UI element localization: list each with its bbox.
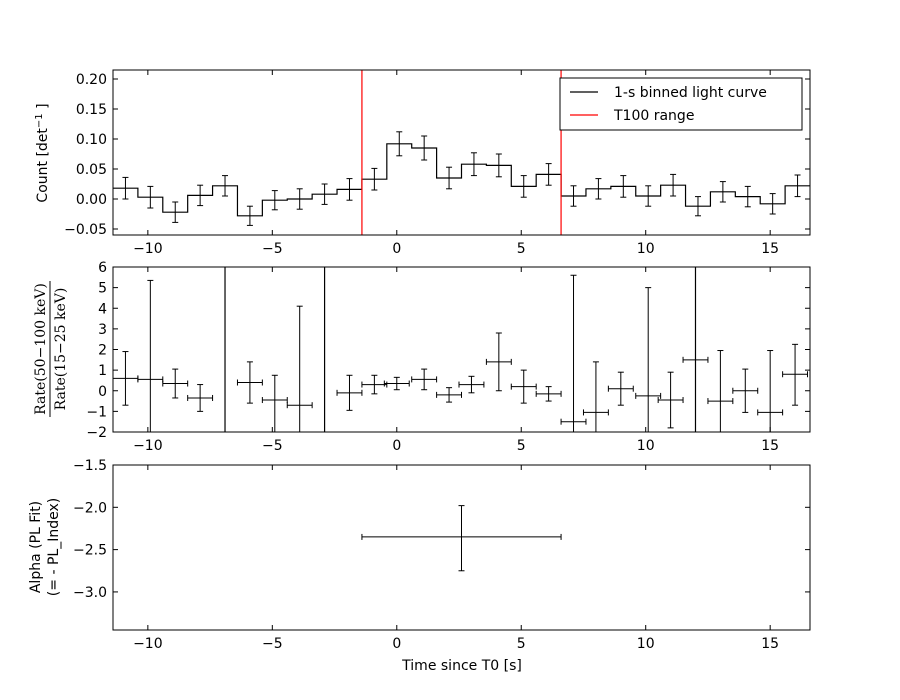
ratio-ytick-label: 5: [98, 281, 107, 297]
alpha-ytick-label: −3.0: [73, 585, 107, 601]
alpha-xtick-label: 15: [761, 636, 779, 652]
count-frame: [112, 69, 811, 236]
ratio-marks: [113, 267, 809, 432]
alpha-y-axis-label-line2: (= - PL_Index): [46, 498, 62, 596]
alpha-xtick-label: 0: [392, 636, 401, 652]
count-xtick-label: −10: [133, 241, 163, 257]
count-ytick-label: 0.05: [76, 162, 107, 178]
alpha-xtick-label: 10: [637, 636, 655, 652]
ratio-ytick-label: −2: [86, 425, 107, 441]
ratio-ytick-label: 6: [98, 260, 107, 276]
ratio-ytick-label: 4: [98, 301, 107, 317]
ratio-ytick-label: −1: [86, 404, 107, 420]
ratio-frame: [112, 266, 811, 433]
alpha-panel: −10 −5 0 5 10 15 −3.0 −2.5 −2.0 −1.5 Alpha (PL Fi…: [28, 458, 811, 674]
alpha-plot-area: −10 −5 0 5 10 15 −3.0 −2.5 −2.0 −1.5: [73, 458, 811, 652]
alpha-ytick-label: −1.5: [73, 458, 107, 474]
count-xtick-label: 10: [637, 241, 655, 257]
count-ytick-label: 0.15: [76, 102, 107, 118]
ratio-xtick-label: −10: [133, 438, 163, 454]
alpha-xtick-label: −10: [133, 636, 163, 652]
ratio-ytick-label: 0: [98, 384, 107, 400]
count-ytick-label: 0.20: [76, 72, 107, 88]
alpha-xtick-label: 5: [517, 636, 526, 652]
count-xtick-label: 0: [392, 241, 401, 257]
legend-label-light-curve: 1-s binned light curve: [614, 85, 767, 101]
x-axis-label: Time since T0 [s]: [401, 658, 522, 674]
count-ytick-label: 0.00: [76, 192, 107, 208]
count-y-axis-label: Count [det−1 ]: [34, 103, 51, 202]
ratio-xtick-label: 5: [517, 438, 526, 454]
ratio-ytick-label: 1: [98, 363, 107, 379]
count-marks: [113, 70, 810, 235]
count-xtick-label: −5: [262, 241, 283, 257]
count-ytick-label: −0.05: [64, 222, 107, 238]
count-xtick-label: 5: [517, 241, 526, 257]
ratio-ytick-label: 2: [98, 343, 107, 359]
ratio-xtick-label: 10: [637, 438, 655, 454]
legend-label-t100: T100 range: [613, 108, 694, 124]
alpha-xtick-label: −5: [262, 636, 283, 652]
count-panel: −10 −5 0 5 10 15 −0.05 0.00 0.05 0.10 0.15 0.20 Cou…: [34, 69, 811, 257]
count-plot-area: −10 −5 0 5 10 15 −0.05 0.00 0.05 0.10 0.15 0.20: [64, 69, 811, 257]
alpha-frame: [112, 464, 811, 631]
ratio-label-numerator: Rate(50−100 keV): [33, 283, 49, 415]
alpha-ytick-label: −2.0: [73, 500, 107, 516]
alpha-y-axis-label-line1: Alpha (PL Fit): [28, 501, 44, 593]
ratio-ytick-label: 3: [98, 322, 107, 338]
alpha-ytick-label: −2.5: [73, 543, 107, 559]
ratio-xtick-label: 0: [392, 438, 401, 454]
ratio-xtick-label: −5: [262, 438, 283, 454]
count-xtick-label: 15: [761, 241, 779, 257]
ratio-label-denominator: Rate(15−25 keV): [53, 288, 69, 411]
ratio-y-axis-label: Rate(50−100 keV) Rate(15−25 keV): [33, 281, 69, 417]
legend-box: [559, 77, 803, 131]
ratio-xtick-label: 15: [761, 438, 779, 454]
count-ytick-label: 0.10: [76, 132, 107, 148]
legend: 1-s binned light curve T100 range: [559, 77, 803, 131]
light-curve-step-line: [113, 143, 810, 217]
alpha-marks: [361, 505, 562, 572]
